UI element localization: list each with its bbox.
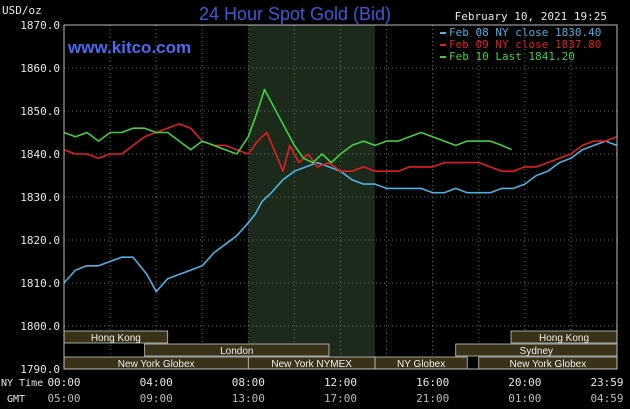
series-line	[63, 88, 513, 164]
gmt-axis-label: GMT	[7, 394, 25, 405]
y-tick-label: 1830.0	[20, 191, 60, 204]
y-tick-label: 1790.0	[20, 363, 60, 376]
legend-entry: Feb 10 Last 1841.20	[449, 50, 575, 63]
legend-entry: Feb 08 NY close 1830.40	[449, 26, 601, 39]
x-tick-label-ny: 23:59	[590, 376, 623, 389]
x-axis-gmt-tick-labels: 05:00 09:00 13:00 17:00 21:00 01:00 04:59	[47, 392, 623, 405]
y-tick-label: 1860.0	[20, 62, 60, 75]
session-label: NY Globex	[397, 359, 445, 370]
ny-time-axis-label: NY Time	[1, 378, 43, 389]
session-label: London	[220, 346, 253, 357]
x-axis-ny-tick-labels: 00:00 04:00 08:00 12:00 16:00 20:00 23:59	[47, 376, 623, 389]
x-tick-label-gmt: 04:59	[590, 392, 623, 405]
y-tick-label: 1800.0	[20, 320, 60, 333]
chart-datetime: February 10, 2021 19:25	[455, 10, 607, 23]
x-tick-label-gmt: 09:00	[140, 392, 173, 405]
x-tick-label-ny: 00:00	[47, 376, 80, 389]
series-line	[63, 123, 618, 172]
x-tick-label-ny: 20:00	[508, 376, 541, 389]
x-tick-label-ny: 04:00	[140, 376, 173, 389]
session-bar	[144, 343, 330, 357]
session-label: New York Globex	[118, 359, 195, 370]
x-tick-label-ny: 16:00	[416, 376, 449, 389]
price-series	[63, 88, 618, 293]
y-tick-label: 1820.0	[20, 234, 60, 247]
y-tick-label: 1870.0	[20, 19, 60, 32]
chart-title: 24 Hour Spot Gold (Bid)	[199, 4, 391, 24]
series-line	[63, 140, 618, 293]
x-tick-label-gmt: 21:00	[416, 392, 449, 405]
x-tick-label-gmt: 05:00	[47, 392, 80, 405]
x-tick-label-gmt: 17:00	[324, 392, 357, 405]
x-tick-label-ny: 12:00	[324, 376, 357, 389]
x-tick-label-gmt: 01:00	[508, 392, 541, 405]
session-label: Hong Kong	[539, 333, 589, 344]
session-label: Hong Kong	[91, 333, 141, 344]
plot-frame	[63, 24, 618, 370]
nymex-session-shade	[248, 25, 376, 369]
session-label: New York NYMEX	[271, 359, 352, 370]
y-axis-unit: USD/oz	[2, 4, 42, 17]
x-tick-label-ny: 08:00	[232, 376, 265, 389]
session-label: Sydney	[520, 346, 553, 357]
kitco-watermark: www.kitco.com	[67, 38, 191, 57]
session-label: New York Globex	[510, 359, 587, 370]
legend-entry: Feb 09 NY close 1837.80	[449, 38, 601, 51]
x-tick-label-gmt: 13:00	[232, 392, 265, 405]
y-tick-label: 1850.0	[20, 105, 60, 118]
y-tick-label: 1810.0	[20, 277, 60, 290]
y-tick-label: 1840.0	[20, 148, 60, 161]
y-axis-tick-labels: 1790.0 1800.0 1810.0 1820.0 1830.0 1840.0 1850…	[20, 19, 60, 376]
